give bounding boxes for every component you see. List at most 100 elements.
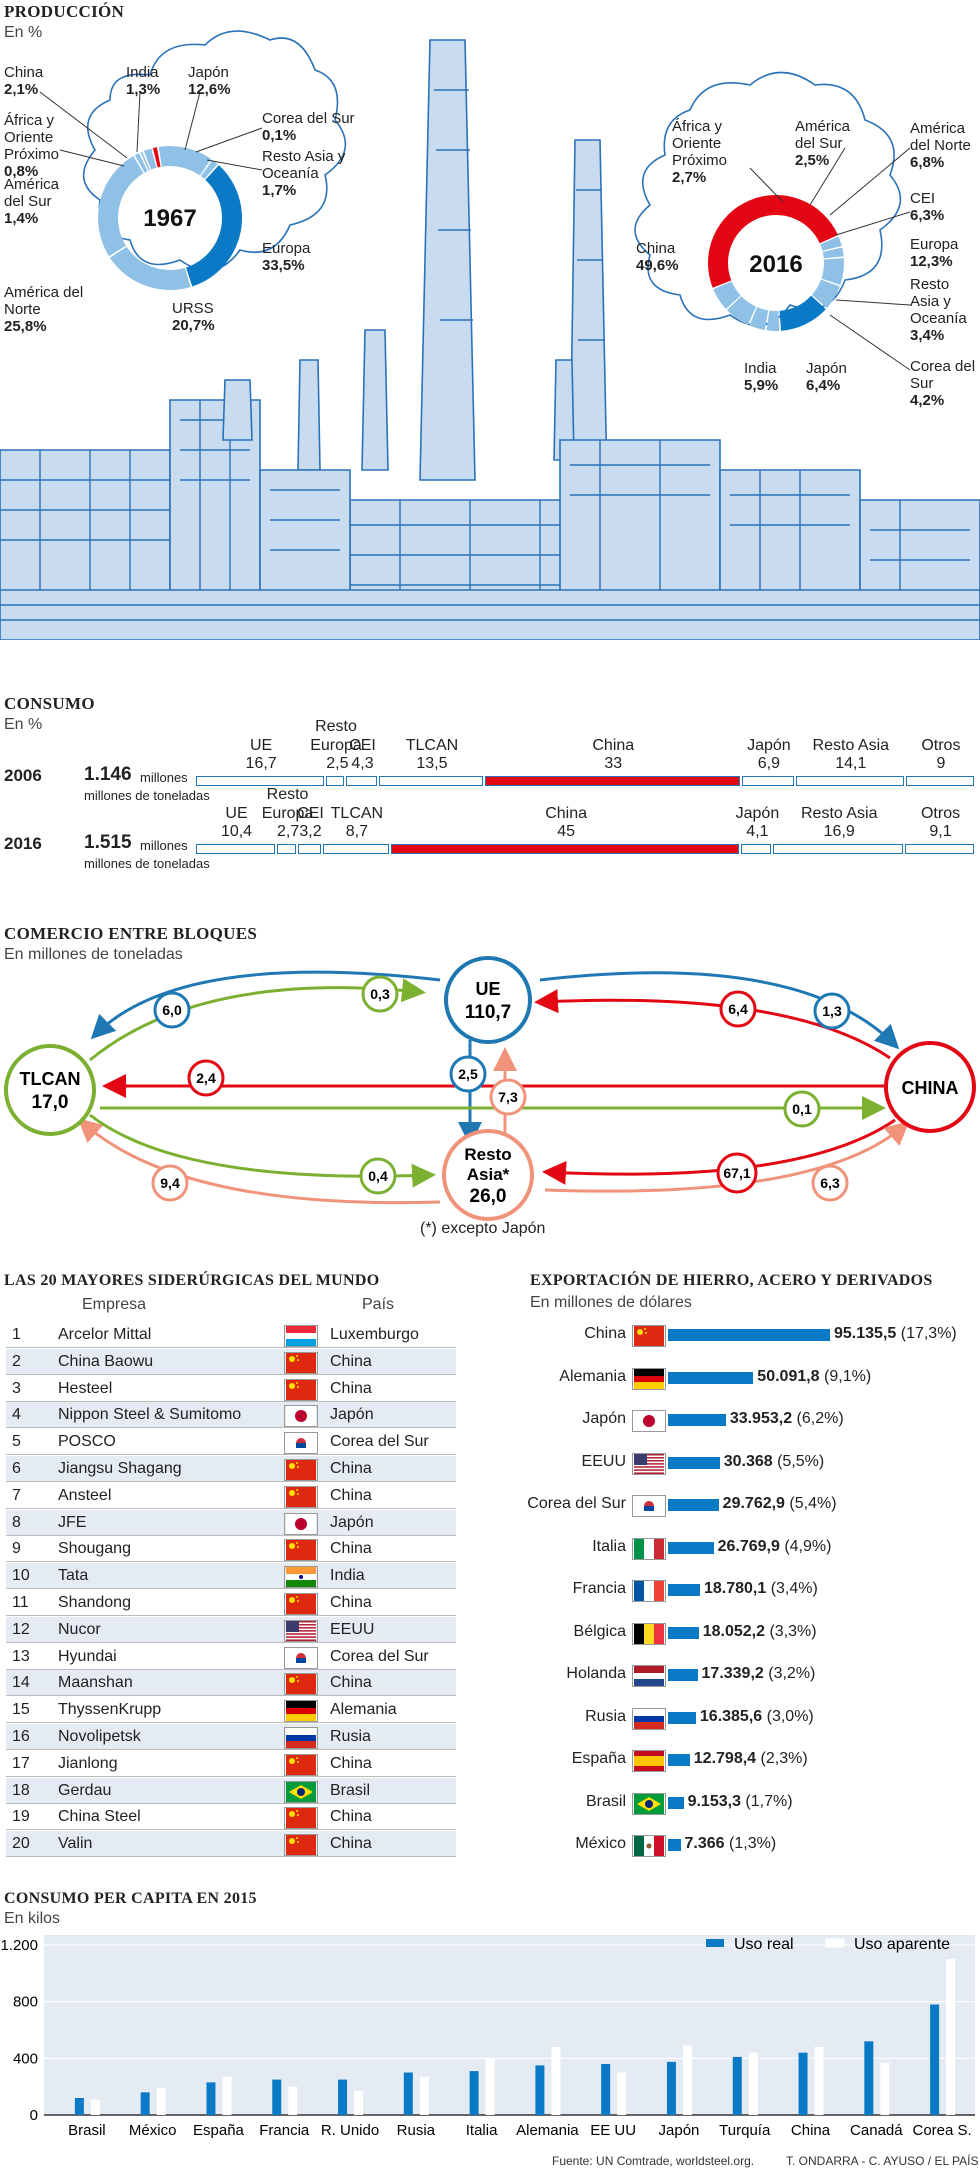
percapita-chart: 0 400 800 1.200 Brasil México España Francia R. … xyxy=(0,1935,975,2139)
export-bar xyxy=(668,1669,698,1681)
kr-flag-icon xyxy=(284,1646,318,1669)
donut-slice-7 xyxy=(749,307,769,331)
empresa: Shougang xyxy=(58,1540,131,1558)
empresa: Jianlong xyxy=(58,1754,118,1772)
consumo-unit-2006: millones de toneladas xyxy=(84,788,210,803)
rank: 17 xyxy=(12,1754,30,1772)
consumo-val-4: 33 xyxy=(604,755,623,772)
export-country: EEUU xyxy=(581,1452,626,1470)
consumo-val-3: 8,7 xyxy=(345,823,369,840)
consumo-unit-2016: millones de toneladas xyxy=(84,856,210,871)
export-bar xyxy=(668,1541,714,1554)
table-row: 17 Jianlong China xyxy=(6,1751,456,1777)
donut-slice-2 xyxy=(822,247,844,259)
cn-flag-icon xyxy=(284,1351,318,1374)
export-pct: (4,9%) xyxy=(784,1537,832,1555)
export-value-label: 26.769,9 (4,9%) xyxy=(718,1538,832,1556)
export-value-label: 7.366 (1,3%) xyxy=(685,1835,777,1853)
table-row: 3 Hesteel China xyxy=(6,1376,456,1402)
donut-1967-year: 1967 xyxy=(143,205,196,232)
node-resto-value: 26,0 xyxy=(470,1186,507,1207)
consumo-label-5: Japón xyxy=(747,737,791,754)
donut-slice-5 xyxy=(186,165,242,287)
consumo-val-2: 4,3 xyxy=(351,755,374,772)
export-value-label: 33.953,2 (6,2%) xyxy=(730,1410,844,1428)
donut-slice-8 xyxy=(727,296,757,325)
cn-flag-icon xyxy=(284,1459,318,1481)
donut-slice-7 xyxy=(98,156,144,257)
donut-slice-9 xyxy=(140,151,150,171)
badge-china-resto: 67,1 xyxy=(723,1165,750,1181)
consumo-title: CONSUMO xyxy=(4,694,95,713)
export-country: China xyxy=(584,1325,626,1342)
produccion-title: PRODUCCIÓN xyxy=(4,2,125,21)
pais: China xyxy=(330,1379,372,1397)
pais: Rusia xyxy=(330,1728,371,1745)
badge-resto-tlcan: 9,4 xyxy=(160,1175,180,1191)
empresa: Hyundai xyxy=(58,1647,117,1665)
donut-slice-6 xyxy=(109,246,191,291)
label-2016-america-norte: América del Norte 6,8% xyxy=(910,120,971,171)
cn-flag-icon xyxy=(284,1539,318,1562)
consumo-seg-6 xyxy=(773,844,904,854)
table-row: 6 Jiangsu Shagang China xyxy=(6,1456,456,1482)
node-ue xyxy=(444,956,532,1044)
rank: 11 xyxy=(12,1594,29,1611)
bar-uso-real xyxy=(732,2056,742,2115)
bar-uso-real xyxy=(864,2041,874,2115)
consumo-label-3: TLCAN xyxy=(330,805,384,822)
bar-uso-aparente xyxy=(354,2090,364,2115)
label-1967-america-sur: América del Sur 1,4% xyxy=(4,176,60,227)
de-flag-icon xyxy=(632,1367,666,1390)
x-tick-label: Francia xyxy=(259,2122,310,2139)
pais: Alemania xyxy=(330,1701,397,1719)
empresa: JFE xyxy=(58,1513,87,1531)
nl-flag-icon xyxy=(632,1665,666,1687)
x-tick-label: R. Unido xyxy=(321,2122,379,2139)
export-bar xyxy=(668,1626,699,1639)
pais: China xyxy=(330,1460,372,1477)
bar-uso-real xyxy=(666,2061,676,2115)
us-flag-icon xyxy=(284,1619,318,1643)
table-row: 13 Hyundai Corea del Sur xyxy=(6,1644,456,1670)
export-country: Holanda xyxy=(566,1665,626,1682)
export-pct: (3,3%) xyxy=(769,1622,817,1640)
bar-uso-aparente xyxy=(748,2052,758,2115)
consumo-val-4: 45 xyxy=(557,823,576,840)
donut-slice-0 xyxy=(143,148,157,170)
export-value-label: 29.762,9 (5,4%) xyxy=(723,1495,837,1513)
table-row: 9 Shougang China xyxy=(6,1536,456,1563)
consumo-total-2016: 1.515 xyxy=(84,832,132,853)
donut-charts: 1967 2016 xyxy=(39,91,911,371)
consumo-label-0: UE xyxy=(250,737,273,754)
node-tlcan xyxy=(4,1044,96,1136)
table-row: 19 China Steel China xyxy=(6,1804,456,1831)
node-ue-value: 110,7 xyxy=(465,1002,512,1023)
percapita-ylabel: En kilos xyxy=(4,1910,61,1927)
rank: 2 xyxy=(12,1352,21,1370)
consumo-total-2006: 1.146 xyxy=(84,764,132,785)
donut-slice-8 xyxy=(134,153,148,173)
label-2016-japon: Japón 6,4% xyxy=(806,360,847,394)
table-row: 7 Ansteel China xyxy=(6,1483,456,1509)
consumo-seg-6 xyxy=(795,776,904,786)
badge-tlcan-ue: 0,3 xyxy=(370,986,390,1002)
export-country: Brasil xyxy=(585,1792,626,1810)
consumo-val-0: 10,4 xyxy=(220,823,253,840)
cn-flag-icon xyxy=(632,1325,666,1347)
pais: Corea del Sur xyxy=(330,1647,429,1665)
export-value: 95.135,5 xyxy=(834,1325,897,1342)
pais: EEUU xyxy=(330,1620,375,1638)
bar-uso-real xyxy=(206,2082,216,2115)
consumo-val-5: 6,9 xyxy=(757,755,781,772)
y-tick-label: 0 xyxy=(30,2107,38,2124)
empresa: Jiangsu Shagang xyxy=(58,1460,182,1477)
pais: China xyxy=(330,1674,372,1692)
consumo-subtitle: En % xyxy=(4,716,43,733)
x-tick-label: Canadá xyxy=(850,2122,903,2139)
export-value-label: 30.368 (5,5%) xyxy=(724,1453,825,1471)
consumo-val-7: 9 xyxy=(936,755,946,772)
bar-uso-real xyxy=(469,2071,479,2115)
export-value: 50.091,8 xyxy=(757,1367,820,1385)
node-resto-asia xyxy=(442,1129,534,1221)
